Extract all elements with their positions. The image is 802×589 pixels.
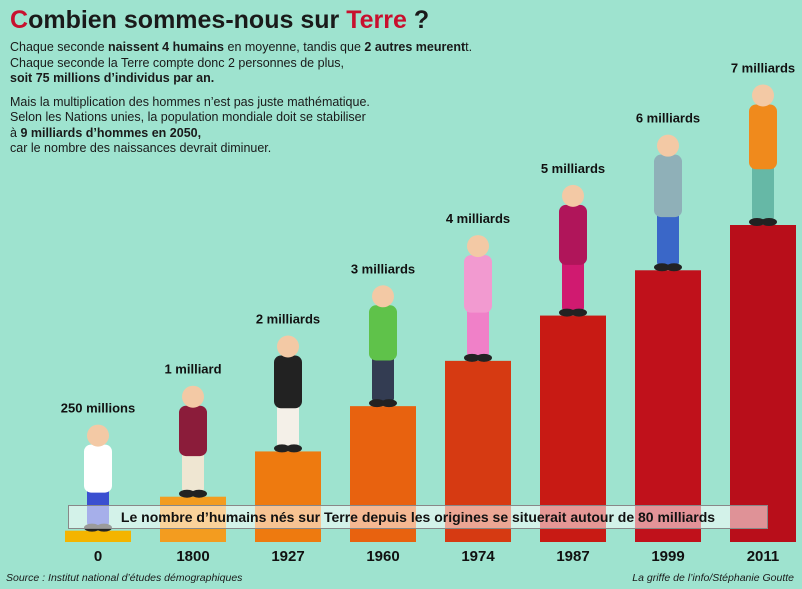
category-label-1987: 1987: [556, 548, 589, 565]
value-label-2011: 7 milliards: [731, 60, 795, 75]
value-label-1987: 5 milliards: [541, 161, 605, 176]
value-label-0: 250 millions: [61, 401, 135, 416]
intro-p1-g: soit 75 millions d’individus par an.: [10, 71, 215, 85]
origins-banner: Le nombre d’humains nés sur Terre depuis…: [68, 505, 768, 529]
person-figure-1987: [559, 184, 587, 317]
person-figure-2011: [749, 84, 777, 226]
intro-p2-a: Mais la multiplication des hommes n’est …: [10, 94, 370, 109]
person-figure-1960: [369, 285, 397, 408]
category-label-1960: 1960: [366, 548, 399, 565]
intro-text: Chaque seconde naissent 4 humains en moy…: [10, 40, 510, 165]
value-label-1999: 6 milliards: [636, 111, 700, 126]
intro-p1-c: en moyenne, tandis que: [224, 40, 365, 54]
source-note: Source : Institut national d’études démo…: [6, 572, 243, 584]
person-figure-1999: [654, 134, 682, 272]
value-label-1974: 4 milliards: [446, 211, 510, 226]
intro-p2-c: à: [10, 125, 21, 140]
credit-note: La griffe de l’info/Stéphanie Goutte: [632, 572, 794, 584]
intro-p1-f: Chaque seconde la Terre compte donc 2 pe…: [10, 55, 345, 70]
bar-0: [65, 530, 131, 542]
intro-p1-d: 2 autres meurent: [364, 40, 466, 54]
intro-p2-d: 9 milliards d’hommes en 2050,: [20, 125, 202, 140]
bar-2011: [730, 225, 796, 542]
category-label-1974: 1974: [461, 548, 495, 565]
person-figure-1974: [464, 235, 492, 362]
intro-paragraph-2: Mais la multiplication des hommes n’est …: [10, 95, 510, 157]
category-label-0: 0: [94, 548, 102, 565]
intro-p1-e: t.: [465, 40, 473, 54]
value-label-1960: 3 milliards: [351, 261, 415, 276]
title-initial: C: [10, 6, 29, 34]
bar-1987: [540, 315, 606, 542]
value-label-1927: 2 milliards: [256, 311, 320, 326]
category-label-1927: 1927: [271, 548, 304, 565]
title-end: ?: [406, 6, 430, 34]
intro-p2-b: Selon les Nations unies, la population m…: [10, 110, 366, 124]
category-label-2011: 2011: [747, 548, 780, 565]
person-figure-1800: [179, 385, 207, 498]
intro-p1-b: naissent 4 humains: [108, 40, 225, 54]
person-figure-1927: [274, 335, 302, 453]
title-middle: ombien sommes-nous sur: [28, 6, 347, 34]
intro-paragraph-1: Chaque seconde naissent 4 humains en moy…: [10, 40, 510, 87]
bar-1999: [635, 270, 701, 542]
title-highlight: Terre: [346, 6, 407, 34]
intro-p2-e: car le nombre des naissances devrait dim…: [10, 141, 272, 155]
intro-p1-a: Chaque seconde: [10, 40, 108, 54]
category-label-1999: 1999: [651, 548, 684, 565]
page-title: Combien sommes-nous sur Terre ?: [10, 6, 429, 35]
value-label-1800: 1 milliard: [164, 362, 221, 377]
category-label-1800: 1800: [176, 548, 209, 565]
